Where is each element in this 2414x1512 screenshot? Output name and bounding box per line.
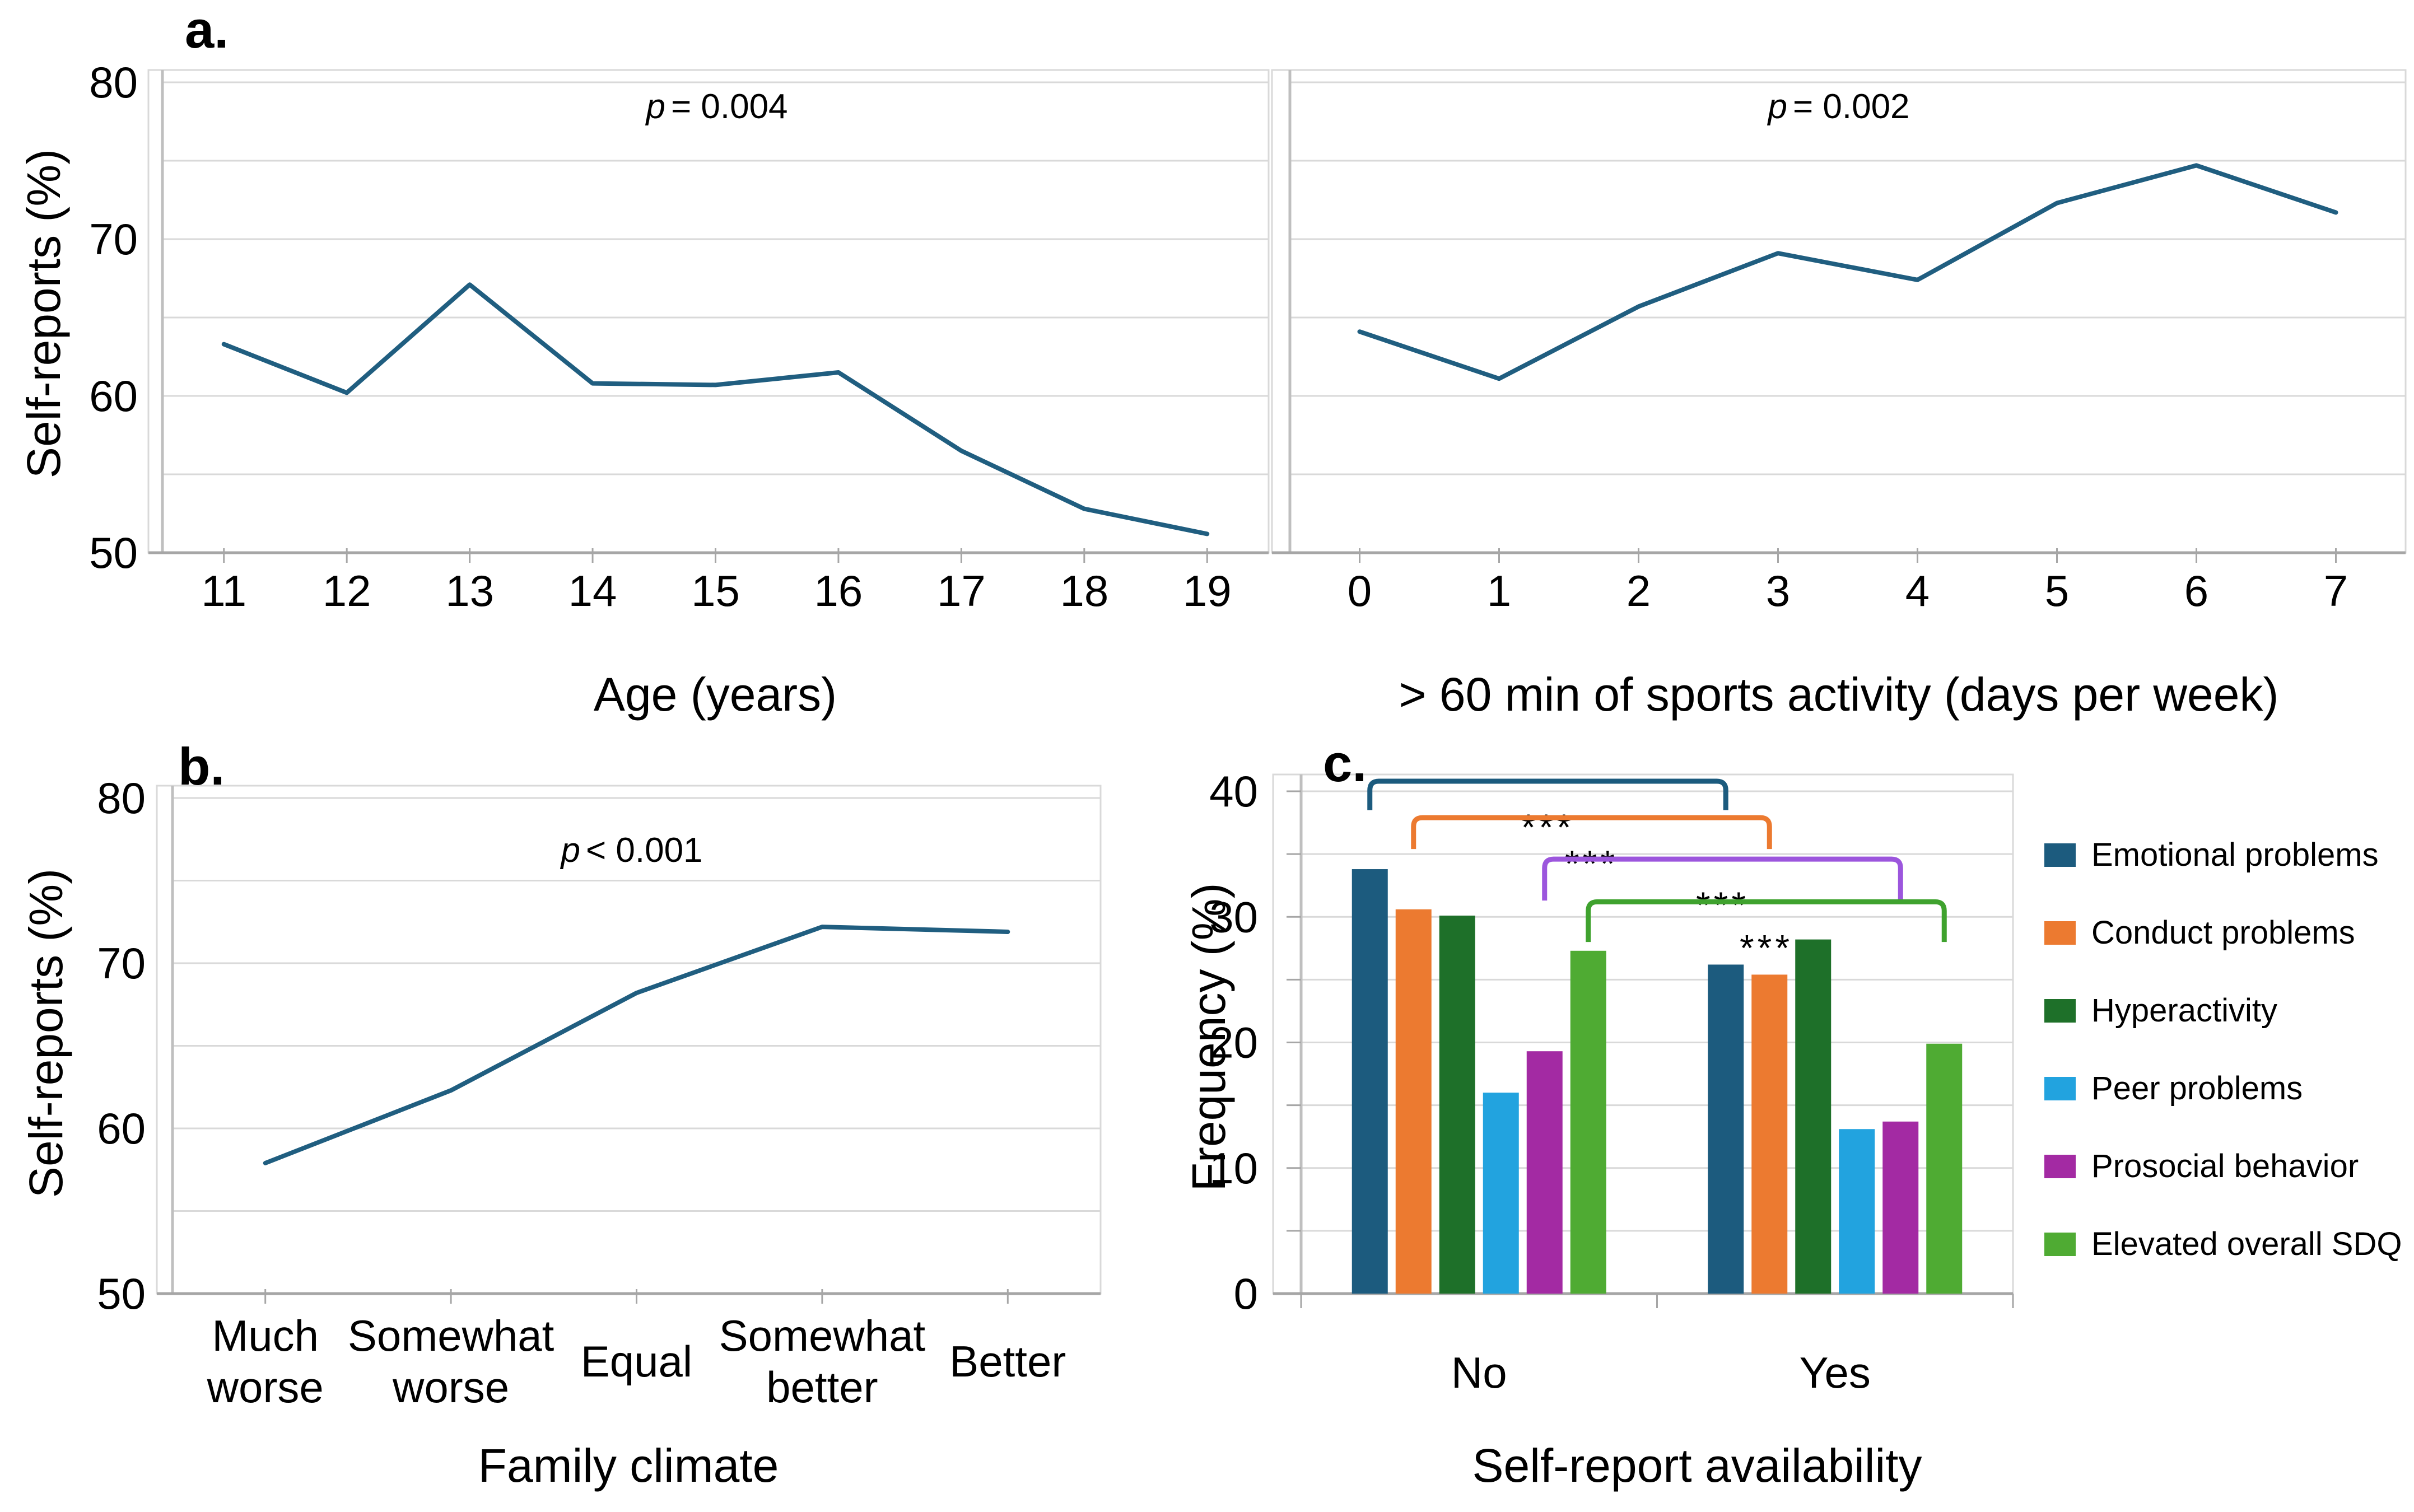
y-tick-label: 70 xyxy=(89,214,138,264)
panel-b-letter: b. xyxy=(178,737,225,796)
x-tick-label: 13 xyxy=(445,566,494,615)
significance-stars: *** xyxy=(1696,884,1749,926)
x-tick-label: 6 xyxy=(2184,566,2208,615)
legend-item: Peer problems xyxy=(2044,1072,2402,1105)
legend-label: Prosocial behavior xyxy=(2091,1148,2359,1184)
y-tick-label: 40 xyxy=(1209,767,1258,816)
legend-item: Elevated overall SDQ xyxy=(2044,1228,2402,1261)
x-group-label: No xyxy=(1451,1348,1507,1397)
significance-bracket xyxy=(1586,899,1947,942)
legend: Emotional problems Conduct problems Hypera… xyxy=(2044,839,2402,1261)
legend-item: Prosocial behavior xyxy=(2044,1150,2402,1183)
y-tick-label: 70 xyxy=(97,939,146,988)
bar-emotional-problems-yes xyxy=(1708,964,1744,1294)
x-tick-label: Somewhat better xyxy=(719,1311,926,1412)
bar-prosocial-behavior-no xyxy=(1526,1051,1563,1294)
legend-label: Elevated overall SDQ xyxy=(2091,1226,2402,1262)
panel-b-y-axis-title: Self-reports (%) xyxy=(20,868,72,1198)
panel-c-y-axis-title: Frequency (%) xyxy=(1182,883,1235,1192)
p-symbol: p xyxy=(646,87,665,126)
legend-swatch-icon xyxy=(2044,1077,2076,1100)
panel-c-letter: c. xyxy=(1323,734,1367,792)
significance-bracket xyxy=(1411,815,1772,850)
x-axis-title-family-climate: Family climate xyxy=(478,1439,779,1492)
bar-prosocial-behavior-yes xyxy=(1882,1121,1919,1294)
x-axis-title-sports: > 60 min of sports activity (days per we… xyxy=(1399,668,2279,721)
bar-emotional-problems-no xyxy=(1352,869,1388,1294)
significance-stars: *** xyxy=(1565,843,1618,884)
panel-a-y-axis-title: Self-reports (%) xyxy=(17,148,70,479)
p-symbol: p xyxy=(1768,87,1787,126)
y-tick-label: 60 xyxy=(89,371,138,421)
plot-border xyxy=(147,69,1270,554)
bar-hyperactivity-yes xyxy=(1795,939,1832,1294)
bar-elevated-overall-sdq-yes xyxy=(1926,1043,1963,1294)
legend-label: Conduct problems xyxy=(2091,914,2355,951)
x-tick-label: 7 xyxy=(2324,566,2348,615)
p-value-family: p < 0.001 xyxy=(561,831,703,870)
legend-swatch-icon xyxy=(2044,921,2076,945)
x-tick-label: 3 xyxy=(1766,566,1790,615)
x-tick-label: 16 xyxy=(814,566,863,615)
x-tick-label: 15 xyxy=(691,566,740,615)
p-value-sports: p = 0.002 xyxy=(1768,87,1910,126)
x-tick-label: 1 xyxy=(1487,566,1511,615)
legend-label: Hyperactivity xyxy=(2091,992,2277,1029)
significance-stars: *** xyxy=(1521,806,1574,848)
x-tick-label: Much worse xyxy=(207,1311,324,1412)
legend-item: Emotional problems xyxy=(2044,839,2402,871)
x-group-label: Yes xyxy=(1800,1348,1871,1397)
x-tick-label: 12 xyxy=(323,566,371,615)
x-tick-label: 0 xyxy=(1348,566,1372,615)
p-symbol: p xyxy=(561,831,580,870)
x-axis-title-age: Age (years) xyxy=(593,668,837,721)
x-tick-label: 19 xyxy=(1183,566,1232,615)
x-tick-label: 4 xyxy=(1905,566,1930,615)
x-tick-label: Better xyxy=(949,1337,1066,1386)
y-tick-label: 30 xyxy=(1209,892,1258,941)
legend-swatch-icon xyxy=(2044,843,2076,867)
bar-conduct-problems-yes xyxy=(1751,974,1788,1294)
y-tick-label: 20 xyxy=(1209,1018,1258,1067)
data-line-self_reports_by_age xyxy=(221,282,1210,536)
legend-swatch-icon xyxy=(2044,999,2076,1023)
significance-bracket xyxy=(1367,778,1728,810)
bar-hyperactivity-no xyxy=(1439,916,1475,1294)
y-tick-label: 50 xyxy=(89,528,138,577)
legend-label: Peer problems xyxy=(2091,1070,2303,1107)
legend-swatch-icon xyxy=(2044,1155,2076,1178)
significance-stars: *** xyxy=(1740,927,1793,968)
p-value-age: p = 0.004 xyxy=(646,87,788,126)
bar-peer-problems-no xyxy=(1483,1093,1519,1294)
y-tick-label: 50 xyxy=(97,1269,146,1318)
x-tick-label: Somewhat worse xyxy=(348,1311,554,1412)
x-tick-label: 11 xyxy=(201,566,246,615)
x-tick-label: Equal xyxy=(581,1337,693,1386)
plot-border xyxy=(1271,69,2407,554)
significance-bracket xyxy=(1542,856,1903,901)
panel-a-letter: a. xyxy=(185,0,229,59)
legend-item: Conduct problems xyxy=(2044,917,2402,949)
x-tick-label: 17 xyxy=(937,566,986,615)
x-axis-title-self-report-availability: Self-report availability xyxy=(1472,1439,1922,1492)
y-tick-label: 60 xyxy=(97,1104,146,1153)
bar-elevated-overall-sdq-no xyxy=(1570,950,1606,1294)
data-line-self_reports_by_sports xyxy=(1357,163,2338,381)
x-tick-label: 14 xyxy=(568,566,617,615)
x-tick-label: 2 xyxy=(1627,566,1651,615)
legend-label: Emotional problems xyxy=(2091,837,2379,873)
legend-swatch-icon xyxy=(2044,1233,2076,1256)
bar-peer-problems-yes xyxy=(1839,1129,1875,1294)
x-tick-label: 5 xyxy=(2045,566,2069,615)
data-line-self_reports_by_family_climate xyxy=(263,925,1010,1165)
legend-item: Hyperactivity xyxy=(2044,995,2402,1027)
bar-conduct-problems-no xyxy=(1395,909,1432,1294)
y-tick-label: 80 xyxy=(89,58,138,107)
y-tick-label: 80 xyxy=(97,773,146,823)
x-tick-label: 18 xyxy=(1060,566,1108,615)
y-tick-label: 0 xyxy=(1234,1269,1258,1318)
y-tick-label: 10 xyxy=(1209,1144,1258,1193)
